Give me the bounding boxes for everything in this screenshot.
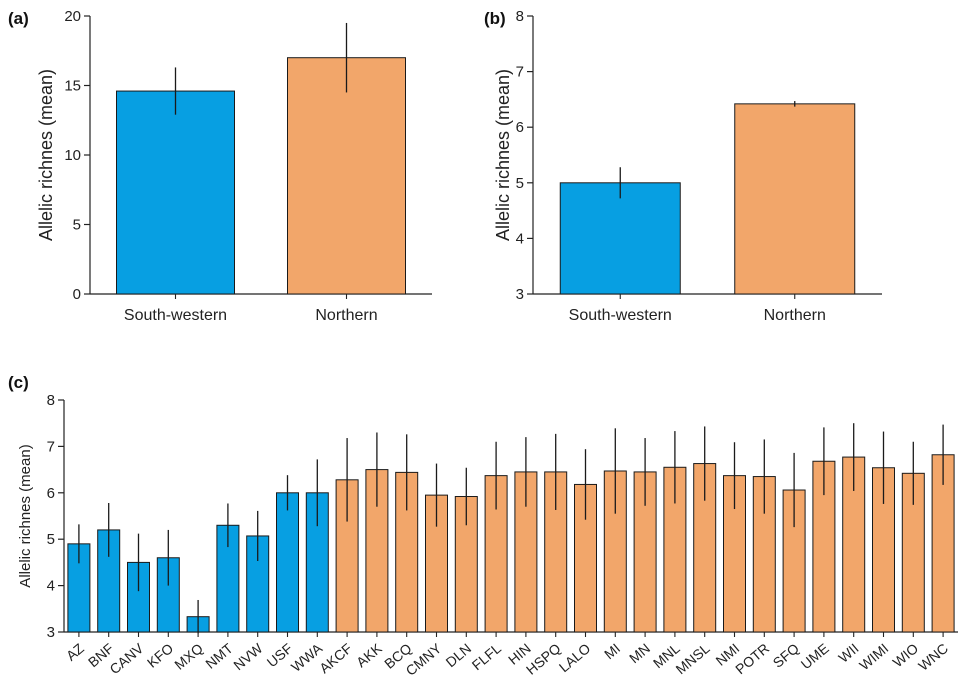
- y-tick: 3: [47, 624, 64, 641]
- y-tick-label: 6: [516, 119, 524, 136]
- category-label: NMT: [202, 640, 236, 672]
- category-label: WNC: [915, 640, 951, 674]
- y-tick-label: 5: [73, 217, 81, 234]
- category-label: MN: [626, 640, 653, 666]
- category-label: WIMI: [856, 640, 891, 673]
- category-label: AKCF: [316, 640, 355, 676]
- y-tick-label: 4: [516, 230, 524, 247]
- category-label: CANV: [106, 640, 147, 678]
- y-tick-label: 7: [516, 64, 524, 81]
- panel-a: (a) Allelic richnes (mean) 0 5 10 15 20 South-w…: [8, 8, 432, 324]
- category-label: LALO: [556, 640, 594, 675]
- y-tick-label: 3: [47, 624, 55, 641]
- category-label: HSPQ: [523, 640, 564, 678]
- panel-label: (c): [8, 373, 29, 392]
- bar: [559, 182, 681, 295]
- y-tick: 5: [516, 175, 533, 192]
- category-label: Northern: [315, 307, 377, 324]
- panel-label: (a): [8, 9, 29, 28]
- y-tick-label: 8: [47, 392, 55, 409]
- y-tick-label: 15: [64, 78, 81, 95]
- bar: [734, 103, 856, 295]
- y-tick: 20: [64, 8, 90, 25]
- y-tick: 6: [516, 119, 533, 136]
- category-label: KFO: [144, 640, 176, 671]
- category-label: MI: [601, 640, 623, 662]
- y-tick: 6: [47, 485, 64, 502]
- y-tick-label: 7: [47, 438, 55, 455]
- y-tick: 5: [47, 531, 64, 548]
- y-tick: 10: [64, 147, 90, 164]
- y-tick: 4: [516, 230, 533, 247]
- panel-c: (c)Allelic richnes (mean)345678AZBNFCANV…: [8, 373, 958, 679]
- y-tick-label: 20: [64, 8, 81, 25]
- y-tick: 8: [47, 392, 64, 409]
- category-label: South-western: [124, 307, 227, 324]
- panel-b: (b) Allelic richnes (mean) 3 4 5 6 7 8 South-wes…: [484, 8, 882, 324]
- y-tick: 7: [47, 438, 64, 455]
- bar: [287, 57, 406, 295]
- y-tick: 5: [73, 217, 90, 234]
- y-tick: 8: [516, 8, 533, 25]
- category-label: UME: [798, 640, 832, 672]
- y-tick: 4: [47, 578, 64, 595]
- y-tick-label: 8: [516, 8, 524, 25]
- y-tick-label: 4: [47, 578, 55, 595]
- y-tick: 7: [516, 64, 533, 81]
- panel-label: (b): [484, 9, 506, 28]
- category-label: NVW: [230, 640, 266, 674]
- y-tick-label: 5: [47, 531, 55, 548]
- category-label: MNSL: [673, 640, 713, 677]
- category-label: MXQ: [171, 640, 206, 673]
- y-tick-label: 3: [516, 286, 524, 303]
- category-label: AKK: [353, 640, 385, 671]
- category-label: Northern: [764, 307, 826, 324]
- bar: [276, 492, 299, 633]
- y-axis-title: Allelic richnes (mean): [493, 69, 513, 241]
- category-label: South-western: [569, 307, 672, 324]
- y-axis-title: Allelic richnes (mean): [17, 444, 34, 587]
- y-axis-title: Allelic richnes (mean): [36, 69, 56, 241]
- category-label: POTR: [732, 640, 772, 677]
- y-tick: 0: [73, 286, 90, 303]
- y-tick-label: 0: [73, 286, 81, 303]
- y-tick: 15: [64, 78, 90, 95]
- category-label: WIO: [889, 640, 921, 670]
- category-label: AZ: [63, 640, 87, 664]
- bar: [116, 90, 235, 295]
- y-tick-label: 6: [47, 485, 55, 502]
- y-tick: 3: [516, 286, 533, 303]
- category-label: DLN: [442, 640, 474, 670]
- category-label: SFQ: [770, 640, 802, 671]
- y-tick-label: 10: [64, 147, 81, 164]
- category-label: FLFL: [469, 640, 504, 673]
- y-tick-label: 5: [516, 175, 524, 192]
